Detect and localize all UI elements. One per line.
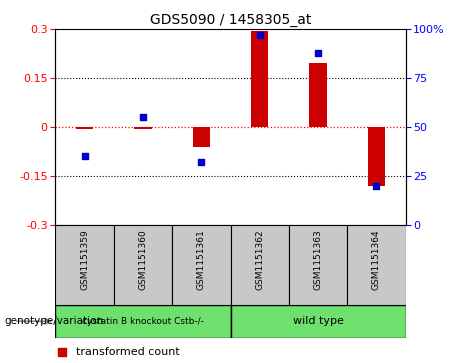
Text: GSM1151359: GSM1151359 (80, 229, 89, 290)
Title: GDS5090 / 1458305_at: GDS5090 / 1458305_at (150, 13, 311, 26)
Bar (309, 63, 327, 127)
Bar (193, 127, 210, 147)
Point (314, 50, 322, 56)
Text: GSM1151364: GSM1151364 (372, 229, 381, 290)
Text: GSM1151361: GSM1151361 (197, 229, 206, 290)
Point (198, 159, 205, 165)
Text: GSM1151363: GSM1151363 (313, 229, 323, 290)
Point (373, 183, 380, 189)
Text: GSM1151362: GSM1151362 (255, 229, 264, 290)
Text: genotype/variation: genotype/variation (5, 316, 104, 326)
Text: transformed count: transformed count (77, 347, 180, 357)
Bar (114, 225, 172, 305)
Bar (230, 305, 406, 338)
Bar (76, 127, 93, 129)
Bar (289, 225, 347, 305)
Bar (230, 225, 289, 305)
Bar (55, 305, 230, 338)
Point (81, 154, 88, 159)
Point (139, 114, 147, 120)
Point (256, 32, 263, 38)
Bar (347, 225, 406, 305)
Bar (55, 225, 114, 305)
Bar (368, 127, 385, 186)
Text: cystatin B knockout Cstb-/-: cystatin B knockout Cstb-/- (82, 317, 204, 326)
Bar (172, 225, 230, 305)
Text: GSM1151360: GSM1151360 (138, 229, 148, 290)
Bar (251, 30, 268, 127)
Text: wild type: wild type (293, 316, 343, 326)
Point (59, 349, 66, 355)
Bar (134, 127, 152, 129)
